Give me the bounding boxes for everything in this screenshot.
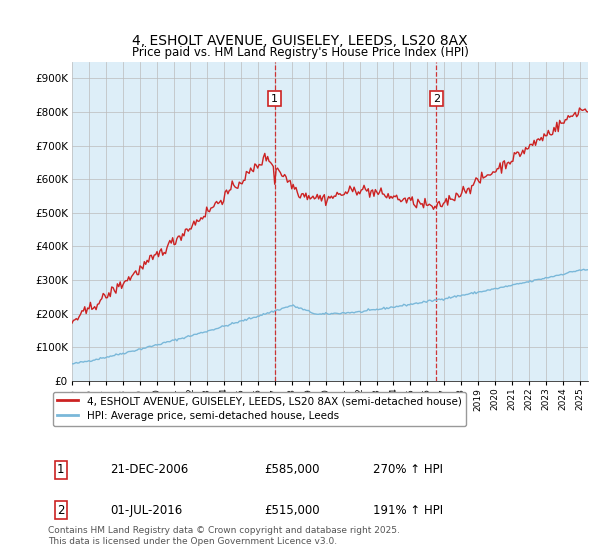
- Text: £515,000: £515,000: [265, 504, 320, 517]
- Text: 270% ↑ HPI: 270% ↑ HPI: [373, 463, 443, 476]
- Text: Contains HM Land Registry data © Crown copyright and database right 2025.
This d: Contains HM Land Registry data © Crown c…: [48, 526, 400, 546]
- Text: 1: 1: [271, 94, 278, 104]
- Text: 1: 1: [57, 463, 65, 476]
- Text: 191% ↑ HPI: 191% ↑ HPI: [373, 504, 443, 517]
- Text: 4, ESHOLT AVENUE, GUISELEY, LEEDS, LS20 8AX: 4, ESHOLT AVENUE, GUISELEY, LEEDS, LS20 …: [132, 34, 468, 48]
- Text: 2: 2: [433, 94, 440, 104]
- Text: 2: 2: [57, 504, 65, 517]
- Text: 01-JUL-2016: 01-JUL-2016: [110, 504, 182, 517]
- Text: Price paid vs. HM Land Registry's House Price Index (HPI): Price paid vs. HM Land Registry's House …: [131, 46, 469, 59]
- Text: £585,000: £585,000: [265, 463, 320, 476]
- Text: 21-DEC-2006: 21-DEC-2006: [110, 463, 188, 476]
- Legend: 4, ESHOLT AVENUE, GUISELEY, LEEDS, LS20 8AX (semi-detached house), HPI: Average : 4, ESHOLT AVENUE, GUISELEY, LEEDS, LS20 …: [53, 391, 466, 426]
